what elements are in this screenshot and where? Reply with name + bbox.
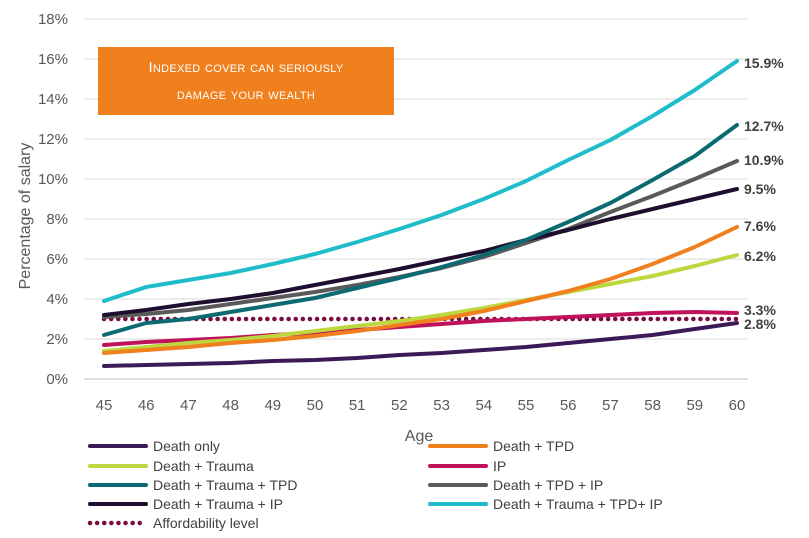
end-label: 12.7% [744,118,784,134]
y-tick-label: 18% [38,11,68,28]
x-tick-label: 58 [644,397,661,414]
x-tick-label: 60 [729,397,746,414]
legend-item: Affordability level [87,515,259,531]
end-label: 7.6% [744,218,776,234]
y-tick-label: 8% [46,211,68,228]
legend-item: Death + TPD [428,438,574,454]
series-line-death-trauma [102,253,739,353]
end-label: 15.9% [744,55,784,71]
legend: Death only Death + TPD Death + Trauma IP Dea… [87,438,663,531]
y-tick-label: 2% [46,331,68,348]
headline-banner: Indexed cover can seriously damage your … [98,47,394,115]
end-label: 9.5% [744,181,776,197]
series-line-death-only [102,321,739,368]
end-label: 6.2% [744,248,776,264]
x-tick-label: 49 [264,397,281,414]
y-tick-label: 12% [38,131,68,148]
y-axis-title: Percentage of salary [17,143,34,290]
legend-label: Death + TPD [493,438,574,454]
banner-line-1: Indexed cover can seriously [148,59,344,76]
x-tick-label: 52 [391,397,408,414]
x-tick-label: 57 [602,397,619,414]
x-tick-label: 48 [222,397,239,414]
legend-item: Death + TPD + IP [428,477,603,493]
legend-item: Death only [88,438,220,454]
x-axis-ticks: 45 46 47 48 49 50 51 52 53 54 55 56 57 58 59 60 [96,397,746,414]
x-axis-title: Age [405,428,434,445]
series-lines [101,59,740,368]
end-label: 2.8% [744,316,776,332]
series-end-labels: 2.8% 7.6% 6.2% 3.3% 12.7% 10.9% 9.5% 15.9% [744,55,784,332]
legend-label: IP [493,458,506,474]
x-tick-label: 55 [518,397,535,414]
y-tick-label: 4% [46,291,68,308]
y-axis-ticks: 0% 2% 4% 6% 8% 10% 12% 14% 16% 18% [38,11,68,388]
y-tick-label: 16% [38,51,68,68]
legend-item: Death + Trauma + TPD+ IP [428,496,663,512]
x-tick-label: 51 [349,397,366,414]
legend-label: Death + Trauma + TPD [153,477,297,493]
x-tick-label: 50 [307,397,324,414]
x-tick-label: 46 [138,397,155,414]
series-line-death-tpd [102,225,739,355]
legend-label: Death + TPD + IP [493,477,603,493]
legend-label: Death + Trauma [153,458,254,474]
end-label: 3.3% [744,302,776,318]
legend-label: Death + Trauma + IP [153,496,283,512]
x-tick-label: 53 [433,397,450,414]
y-tick-label: 0% [46,371,68,388]
legend-item: Death + Trauma + TPD [88,477,297,493]
legend-item: Death + Trauma + IP [88,496,283,512]
x-tick-label: 45 [96,397,113,414]
x-tick-label: 59 [686,397,703,414]
end-label: 10.9% [744,152,784,168]
legend-label: Death + Trauma + TPD+ IP [493,496,663,512]
x-tick-label: 54 [475,397,492,414]
legend-item: Death + Trauma [88,458,254,474]
series-line-death-trauma-tpd [102,123,739,337]
y-tick-label: 6% [46,251,68,268]
series-line-ip [102,310,739,347]
series-line-death-trauma-ip [102,187,739,317]
legend-item: IP [428,458,506,474]
x-tick-label: 47 [180,397,197,414]
banner-line-2: damage your wealth [176,86,316,103]
x-tick-label: 56 [560,397,577,414]
y-tick-label: 14% [38,91,68,108]
legend-label: Affordability level [153,515,259,531]
y-tick-label: 10% [38,171,68,188]
legend-label: Death only [153,438,220,454]
series-line-death-trauma-tpd-ip [102,59,739,303]
